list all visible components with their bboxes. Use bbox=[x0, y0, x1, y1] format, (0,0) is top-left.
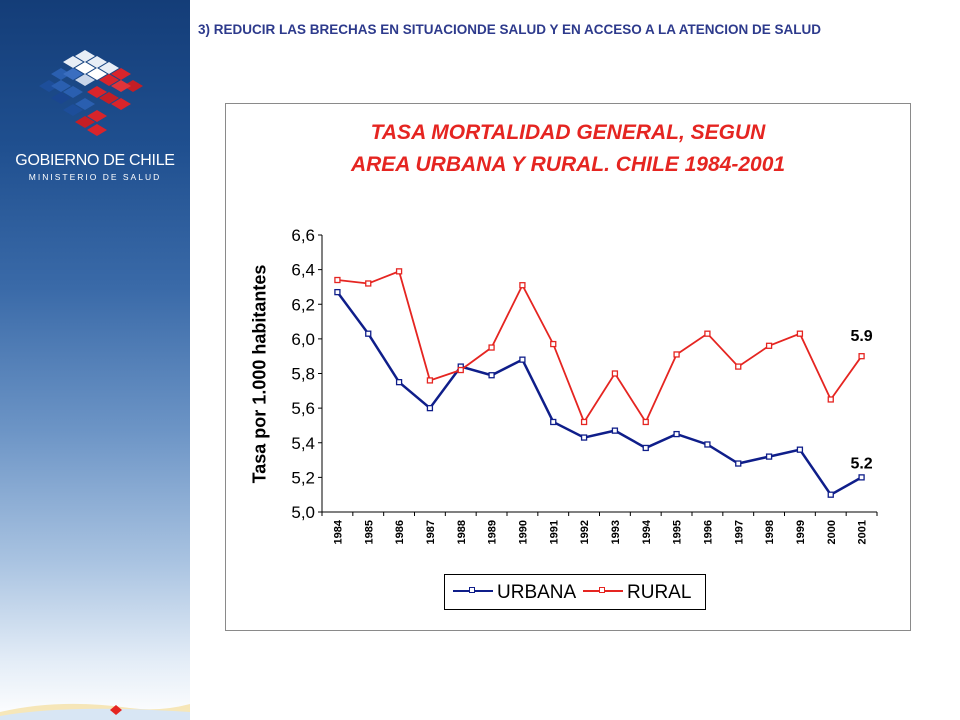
data-point-urbana bbox=[395, 379, 403, 386]
x-tick-label: 1989 bbox=[487, 520, 499, 544]
data-point-urbana bbox=[580, 434, 588, 441]
data-point-rural bbox=[334, 276, 341, 284]
data-point-rural bbox=[426, 377, 434, 384]
x-tick-label: 1991 bbox=[548, 520, 560, 544]
series-line-urbana bbox=[336, 291, 863, 497]
data-point-urbana bbox=[673, 430, 680, 438]
page-title: 3) REDUCIR LAS BRECHAS EN SITUACIONDE SA… bbox=[198, 22, 822, 37]
data-point-urbana bbox=[426, 404, 434, 412]
x-tick-label: 1990 bbox=[517, 520, 529, 544]
legend-label-urbana: URBANA bbox=[497, 582, 577, 603]
data-point-rural bbox=[550, 340, 557, 348]
x-tick-label: 1998 bbox=[764, 520, 776, 544]
legend-item-urbana: URBANA bbox=[453, 581, 576, 605]
y-tick-label: 5,4 bbox=[291, 434, 315, 453]
data-point-rural bbox=[395, 268, 403, 275]
x-tick-label: 1984 bbox=[332, 519, 344, 544]
data-point-rural bbox=[519, 282, 526, 289]
data-point-urbana bbox=[519, 356, 526, 363]
x-tick-label: 1992 bbox=[579, 520, 591, 544]
annotation-rural-end: 5.9 bbox=[850, 328, 872, 345]
data-point-urbana bbox=[334, 288, 341, 296]
x-tick-label: 1985 bbox=[363, 520, 375, 544]
data-point-urbana bbox=[611, 427, 619, 434]
y-tick-label: 5,8 bbox=[291, 365, 315, 384]
y-tick-label: 6,6 bbox=[291, 226, 315, 245]
x-tick-label: 2001 bbox=[857, 520, 869, 544]
x-tick-label: 1994 bbox=[641, 519, 653, 544]
x-tick-label: 1986 bbox=[394, 520, 406, 544]
legend-label-rural: RURAL bbox=[627, 582, 692, 603]
data-point-urbana bbox=[365, 330, 372, 337]
gov-name: GOBIERNO DE CHILE bbox=[15, 152, 175, 169]
gobierno-logo-icon bbox=[39, 50, 143, 136]
data-point-rural bbox=[611, 370, 619, 377]
data-point-urbana bbox=[765, 453, 773, 460]
data-point-rural bbox=[858, 353, 865, 360]
data-point-urbana bbox=[550, 418, 557, 426]
x-tick-label: 1996 bbox=[702, 520, 714, 544]
series-line-rural bbox=[337, 270, 863, 424]
data-point-urbana bbox=[735, 460, 742, 467]
x-tick-label: 1988 bbox=[456, 520, 468, 544]
y-tick-label: 6,4 bbox=[291, 261, 315, 280]
legend-swatch-urbana bbox=[453, 586, 493, 593]
data-point-rural bbox=[765, 342, 773, 349]
data-point-rural bbox=[580, 418, 588, 426]
sidebar: GOBIERNO DE CHILE MINISTERIO DE SALUD bbox=[0, 0, 190, 720]
x-tick-label: 1995 bbox=[672, 520, 684, 544]
annotation-urbana-end: 5.2 bbox=[850, 455, 872, 472]
chart-frame: TASA MORTALIDAD GENERAL, SEGUN AREA URBA… bbox=[225, 103, 911, 631]
chart-title-line1: TASA MORTALIDAD GENERAL, SEGUN bbox=[370, 121, 766, 144]
data-point-urbana bbox=[827, 491, 834, 498]
x-tick-label: 1993 bbox=[610, 520, 622, 544]
data-point-rural bbox=[365, 280, 372, 287]
y-tick-label: 5,2 bbox=[291, 468, 315, 487]
data-point-urbana bbox=[488, 372, 495, 379]
data-point-rural bbox=[642, 418, 649, 426]
chart-title-line2: AREA URBANA Y RURAL. CHILE 1984-2001 bbox=[350, 153, 786, 176]
data-point-rural bbox=[796, 330, 804, 337]
data-point-urbana bbox=[642, 444, 649, 452]
legend-item-rural: RURAL bbox=[583, 581, 691, 605]
data-point-urbana bbox=[858, 474, 865, 481]
legend-swatch-rural bbox=[583, 586, 623, 593]
data-point-rural bbox=[488, 344, 495, 351]
ministry-name: MINISTERIO DE SALUD bbox=[28, 172, 162, 182]
data-point-rural bbox=[704, 330, 711, 337]
data-point-urbana bbox=[704, 441, 711, 448]
y-tick-label: 5,6 bbox=[291, 399, 315, 418]
data-point-urbana bbox=[796, 446, 804, 453]
data-point-rural bbox=[673, 351, 680, 358]
data-point-rural bbox=[457, 366, 464, 374]
y-tick-label: 6,2 bbox=[291, 295, 315, 314]
x-tick-label: 1987 bbox=[425, 520, 437, 544]
data-point-rural bbox=[827, 396, 834, 403]
x-tick-label: 1999 bbox=[795, 520, 807, 544]
chart-legend: URBANA RURAL bbox=[444, 574, 706, 610]
y-tick-label: 6,0 bbox=[291, 330, 315, 349]
chart-plot: 5,0 5,2 5,4 5,6 5,8 6,0 6,2 6,4 6,6 1984 1985 1986 1… bbox=[291, 226, 878, 544]
y-tick-label: 5,0 bbox=[291, 503, 315, 522]
x-tick-label: 2000 bbox=[826, 520, 838, 544]
footer-swoosh-icon bbox=[0, 703, 190, 720]
data-point-rural bbox=[735, 363, 742, 370]
x-tick-label: 1997 bbox=[733, 520, 745, 544]
